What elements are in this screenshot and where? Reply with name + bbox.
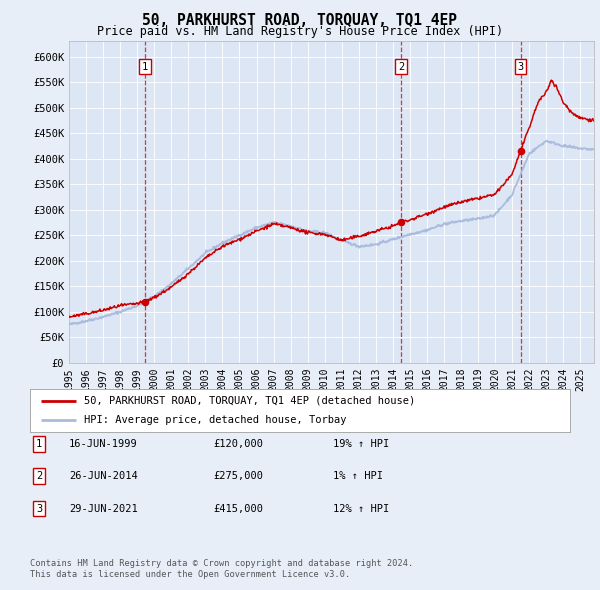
Text: 16-JUN-1999: 16-JUN-1999 (69, 439, 138, 448)
Text: Price paid vs. HM Land Registry's House Price Index (HPI): Price paid vs. HM Land Registry's House … (97, 25, 503, 38)
Text: 3: 3 (517, 62, 524, 72)
Text: 12% ↑ HPI: 12% ↑ HPI (333, 504, 389, 513)
Text: £275,000: £275,000 (213, 471, 263, 481)
Text: 1% ↑ HPI: 1% ↑ HPI (333, 471, 383, 481)
Text: HPI: Average price, detached house, Torbay: HPI: Average price, detached house, Torb… (84, 415, 347, 425)
Text: 2: 2 (36, 471, 42, 481)
Text: 3: 3 (36, 504, 42, 513)
Text: 50, PARKHURST ROAD, TORQUAY, TQ1 4EP (detached house): 50, PARKHURST ROAD, TORQUAY, TQ1 4EP (de… (84, 396, 415, 406)
Text: 29-JUN-2021: 29-JUN-2021 (69, 504, 138, 513)
Text: £415,000: £415,000 (213, 504, 263, 513)
Text: 26-JUN-2014: 26-JUN-2014 (69, 471, 138, 481)
Text: 1: 1 (36, 439, 42, 448)
Text: 1: 1 (142, 62, 148, 72)
Text: 19% ↑ HPI: 19% ↑ HPI (333, 439, 389, 448)
Text: 2: 2 (398, 62, 404, 72)
Text: This data is licensed under the Open Government Licence v3.0.: This data is licensed under the Open Gov… (30, 571, 350, 579)
Text: £120,000: £120,000 (213, 439, 263, 448)
Text: 50, PARKHURST ROAD, TORQUAY, TQ1 4EP: 50, PARKHURST ROAD, TORQUAY, TQ1 4EP (143, 13, 458, 28)
Text: Contains HM Land Registry data © Crown copyright and database right 2024.: Contains HM Land Registry data © Crown c… (30, 559, 413, 568)
